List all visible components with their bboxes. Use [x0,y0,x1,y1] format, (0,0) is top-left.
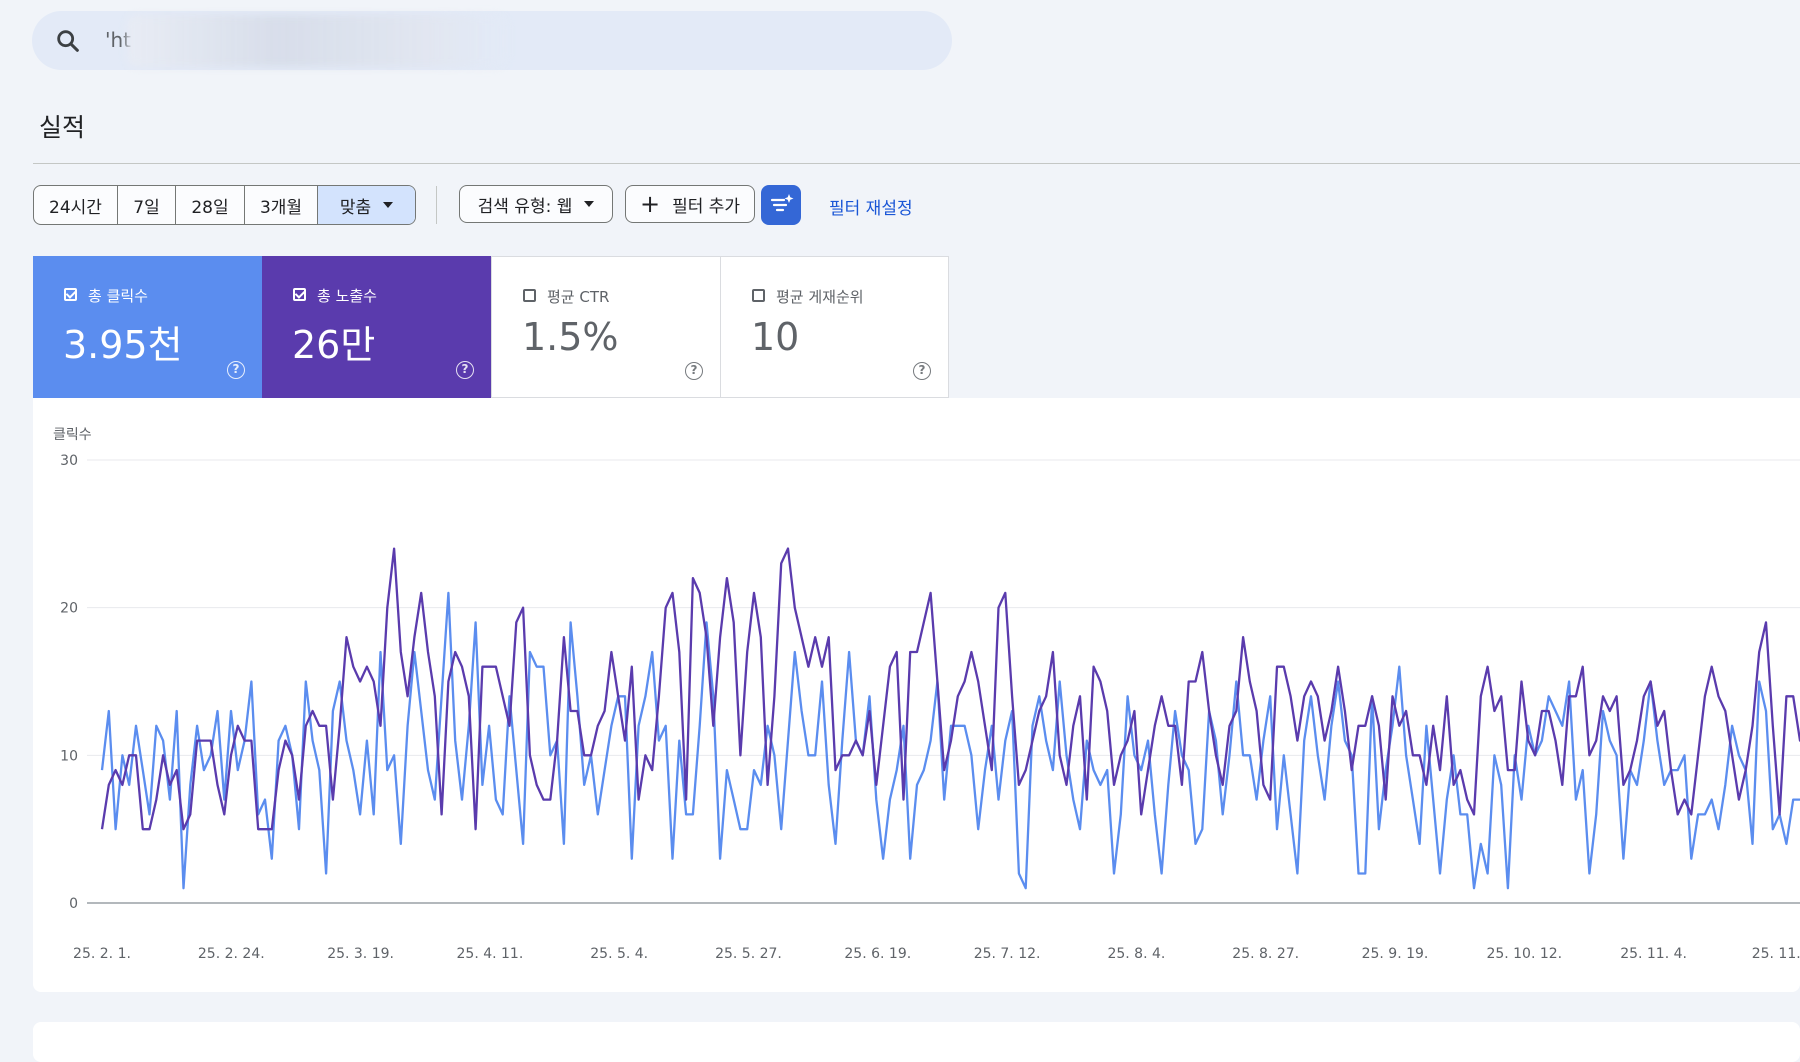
caret-down-icon [383,202,394,208]
toolbar-divider [436,186,437,224]
help-circle-icon[interactable]: ? [227,361,245,379]
checkbox-icon[interactable] [64,288,77,301]
reset-filters-link[interactable]: 필터 재설정 [829,199,913,219]
checkbox-icon[interactable] [752,289,765,302]
y-tick-label: 30 [60,453,78,469]
metric-value: 10 [751,315,800,359]
filter-tune-button[interactable] [761,185,801,225]
y-tick-label: 10 [60,748,78,764]
x-tick-label: 25. 8. 27. [1232,946,1299,962]
metric-total-impressions[interactable]: 총 노출수 26만 ? [262,256,491,398]
x-tick-label: 25. 3. 19. [327,946,394,962]
x-tick-label: 25. 11. 2 [1752,946,1800,962]
x-tick-label: 25. 10. 12. [1486,946,1562,962]
plus-icon: + [639,190,661,218]
date-range-selector: 24시간 7일 28일 3개월 맞춤 [33,185,416,225]
metric-label: 평균 CTR [547,288,610,306]
x-tick-label: 25. 8. 4. [1107,946,1165,962]
caret-down-icon [584,201,595,207]
series-line-impressions [100,547,1800,831]
x-tick-label: 25. 2. 24. [198,946,265,962]
title-divider [33,163,1800,164]
x-tick-label: 25. 4. 11. [457,946,524,962]
metric-label: 평균 게재순위 [776,288,864,306]
date-range-28d[interactable]: 28일 [176,186,245,224]
search-input[interactable]: 'ht [105,28,132,52]
x-tick-label: 25. 9. 19. [1362,946,1429,962]
metric-total-clicks[interactable]: 총 클릭수 3.95천 ? [33,256,262,398]
x-tick-label: 25. 11. 4. [1620,946,1687,962]
bottom-card [33,1022,1800,1062]
metric-value: 1.5% [522,315,619,359]
search-type-filter[interactable]: 검색 유형: 웹 [459,185,613,223]
y-tick-label: 20 [60,601,78,617]
y-axis-label: 클릭수 [53,427,92,443]
search-icon[interactable] [54,27,82,55]
checkbox-icon[interactable] [523,289,536,302]
date-range-custom[interactable]: 맞춤 [318,186,415,224]
metric-label: 총 노출수 [317,287,377,305]
metric-cards: 총 클릭수 3.95천 ? 총 노출수 26만 ? 평균 CTR 1.5% ? … [33,256,951,398]
x-tick-label: 25. 6. 19. [844,946,911,962]
date-range-24h[interactable]: 24시간 [34,186,118,224]
help-circle-icon[interactable]: ? [913,362,931,380]
search-bar[interactable]: 'ht [32,11,952,70]
x-tick-label: 25. 5. 27. [715,946,782,962]
metric-avg-ctr[interactable]: 평균 CTR 1.5% ? [491,256,720,398]
x-tick-label: 25. 5. 4. [590,946,648,962]
date-range-7d[interactable]: 7일 [118,186,176,224]
metric-label: 총 클릭수 [88,287,148,305]
x-tick-label: 25. 7. 12. [974,946,1041,962]
page-title: 실적 [39,113,86,142]
performance-chart-card: 클릭수 0 10 20 30 25. 2. 1. 25. 2. 24. 25. 3. 19. 2… [33,398,1800,992]
x-tick-label: 25. 2. 1. [73,946,131,962]
series-line-clicks [100,591,1800,890]
metric-value: 26만 [292,323,376,367]
performance-chart[interactable]: 클릭수 0 10 20 30 25. 2. 1. 25. 2. 24. 25. 3. 19. 2… [33,398,1800,992]
help-circle-icon[interactable]: ? [685,362,703,380]
filter-tune-icon [770,194,794,212]
add-filter-button[interactable]: + 필터 추가 [625,185,755,223]
date-range-3m[interactable]: 3개월 [245,186,318,224]
metric-value: 3.95천 [63,323,183,367]
redacted-url [127,15,507,67]
y-tick-label: 0 [69,896,78,912]
checkbox-icon[interactable] [293,288,306,301]
metric-avg-position[interactable]: 평균 게재순위 10 ? [720,256,949,398]
help-circle-icon[interactable]: ? [456,361,474,379]
